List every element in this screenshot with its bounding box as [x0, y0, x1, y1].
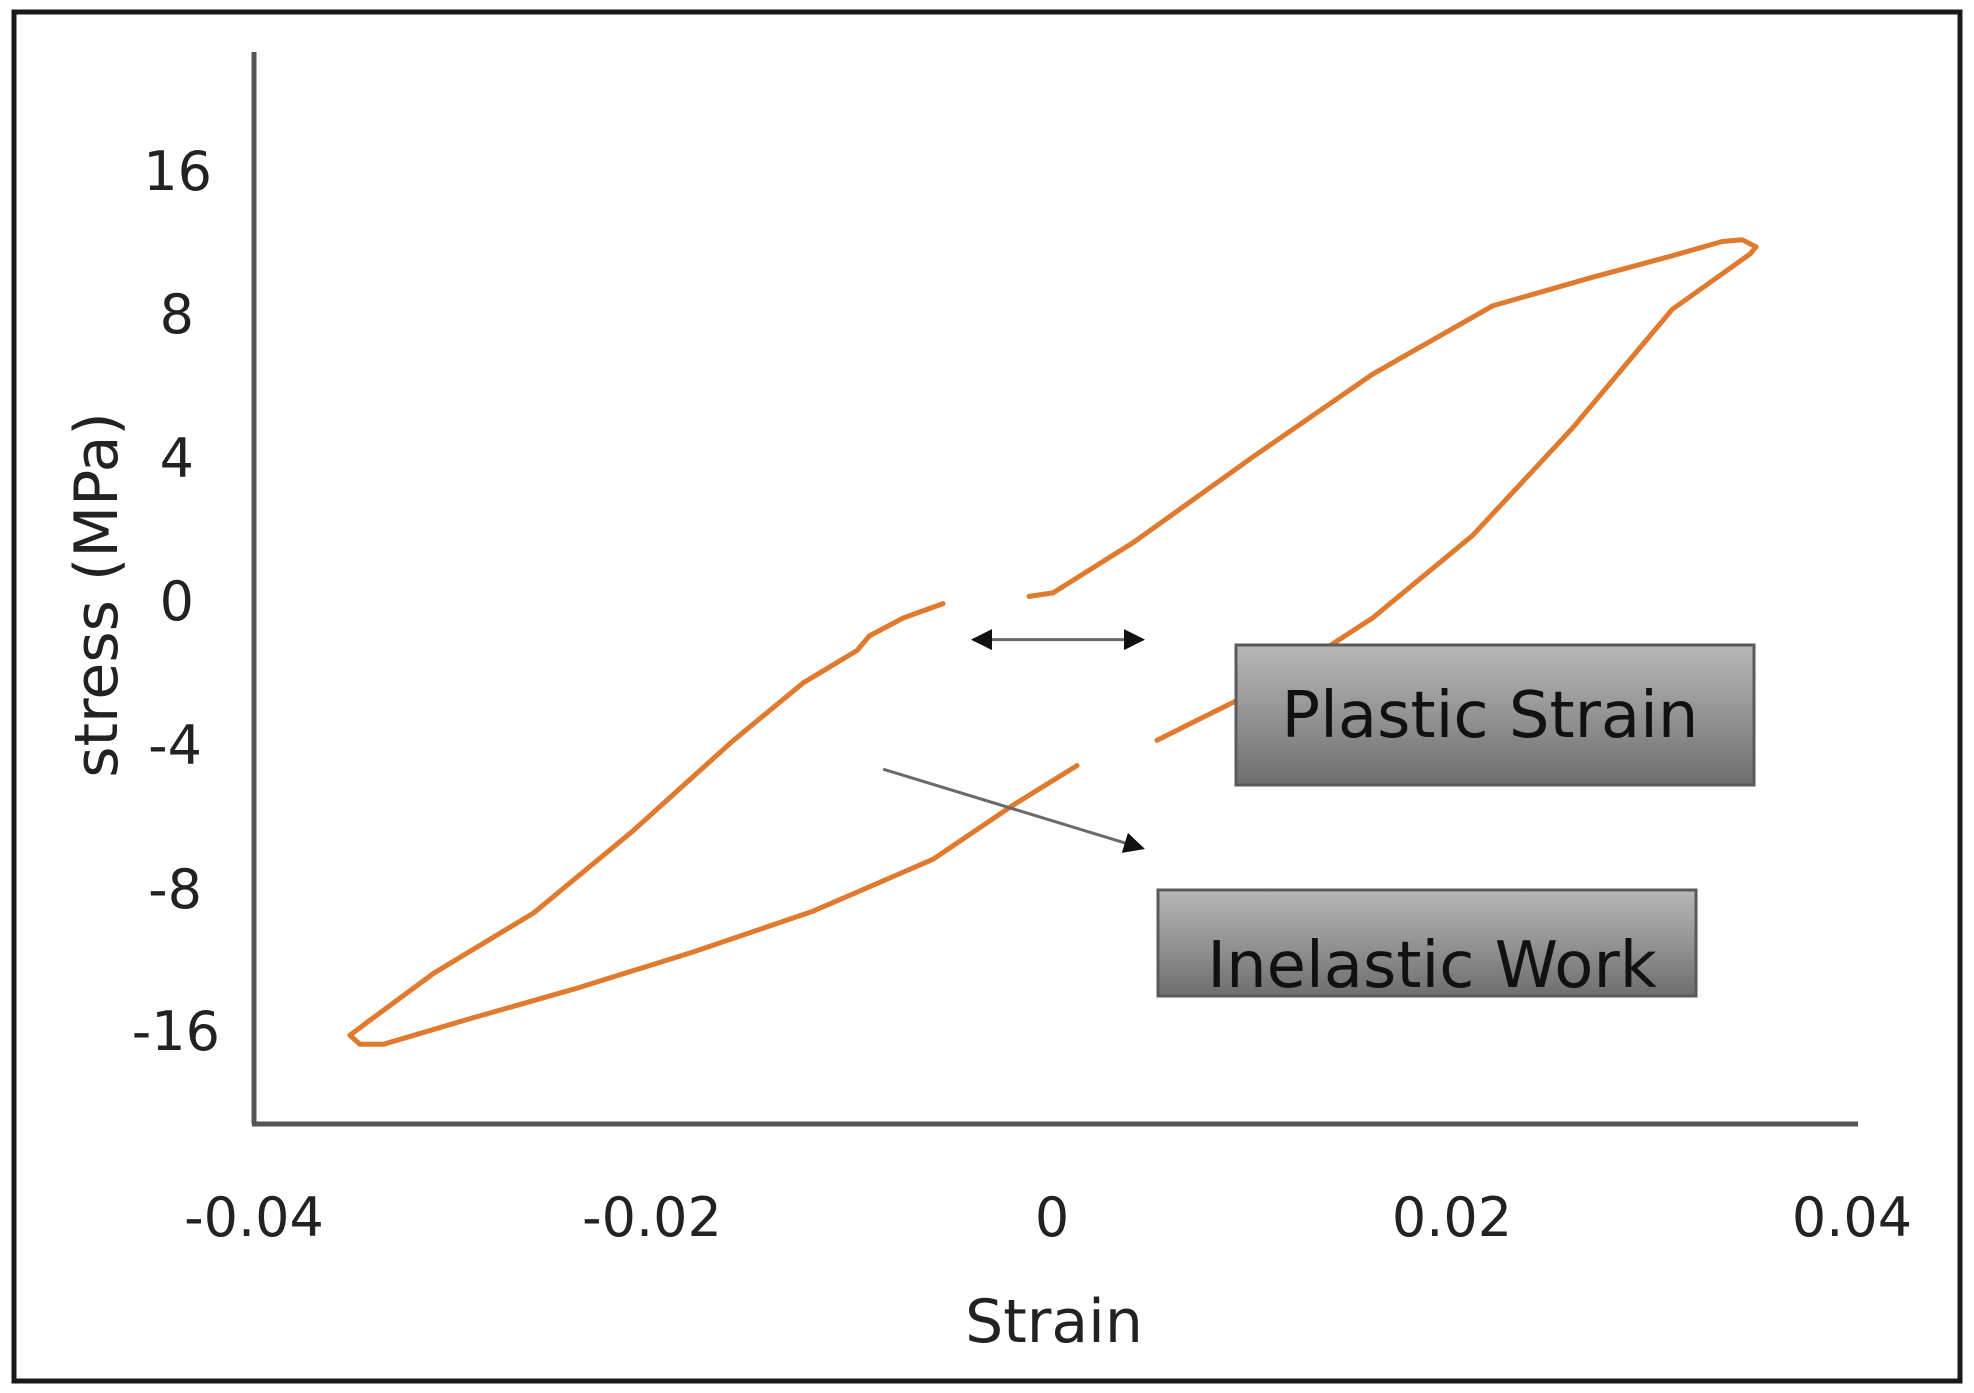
x-tick-label: -0.02: [582, 1186, 722, 1249]
x-tick-labels: -0.04 -0.02 0 0.02 0.04: [184, 1186, 1912, 1249]
plastic-strain-annotation: Plastic Strain: [1234, 643, 1756, 787]
loop-segment-5: [1026, 590, 1056, 599]
inelastic-work-box: [1156, 888, 1698, 998]
inelastic-work-annotation: Inelastic Work: [1156, 888, 1698, 1003]
y-axis-title: stress (MPa): [62, 412, 132, 777]
y-tick-label: 16: [143, 140, 212, 203]
y-tick-label: -16: [132, 1000, 220, 1063]
x-axis-title: Strain: [965, 1287, 1143, 1357]
annotation-arrows: [882, 629, 1146, 853]
x-tick-label: 0: [1035, 1186, 1069, 1249]
figure-border: [11, 9, 1963, 1384]
x-tick-label: 0.04: [1792, 1186, 1912, 1249]
hysteresis-loop: [347, 237, 1759, 1047]
y-tick-label: 0: [160, 570, 194, 633]
loop-segment-1: [1050, 237, 1759, 596]
plastic-strain-box: [1234, 643, 1756, 787]
loop-segment-2: [1154, 251, 1753, 743]
loop-segment-4: [361, 601, 946, 1028]
x-tick-label: -0.04: [184, 1186, 324, 1249]
y-tick-label: -8: [148, 858, 202, 921]
loop-segment-3: [347, 763, 1080, 1047]
y-tick-label: 4: [160, 427, 194, 490]
y-tick-label: 8: [160, 283, 194, 346]
x-tick-label: 0.02: [1392, 1186, 1512, 1249]
plastic-strain-label: Plastic Strain: [1282, 679, 1699, 753]
y-tick-label: -4: [148, 714, 202, 777]
y-tick-labels: 16 8 4 0 -4 -8 -16: [132, 140, 220, 1063]
inelastic-work-arrow: [882, 767, 1145, 853]
inelastic-work-label: Inelastic Work: [1207, 929, 1657, 1003]
